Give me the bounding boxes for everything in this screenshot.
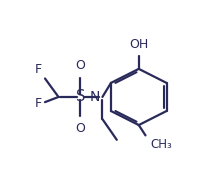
Text: O: O [75,59,85,72]
Text: F: F [34,97,42,110]
Text: N: N [90,89,100,103]
Text: F: F [34,63,42,76]
Text: O: O [75,122,85,135]
Text: S: S [76,89,85,104]
Text: CH₃: CH₃ [151,138,172,151]
Text: OH: OH [129,38,148,51]
